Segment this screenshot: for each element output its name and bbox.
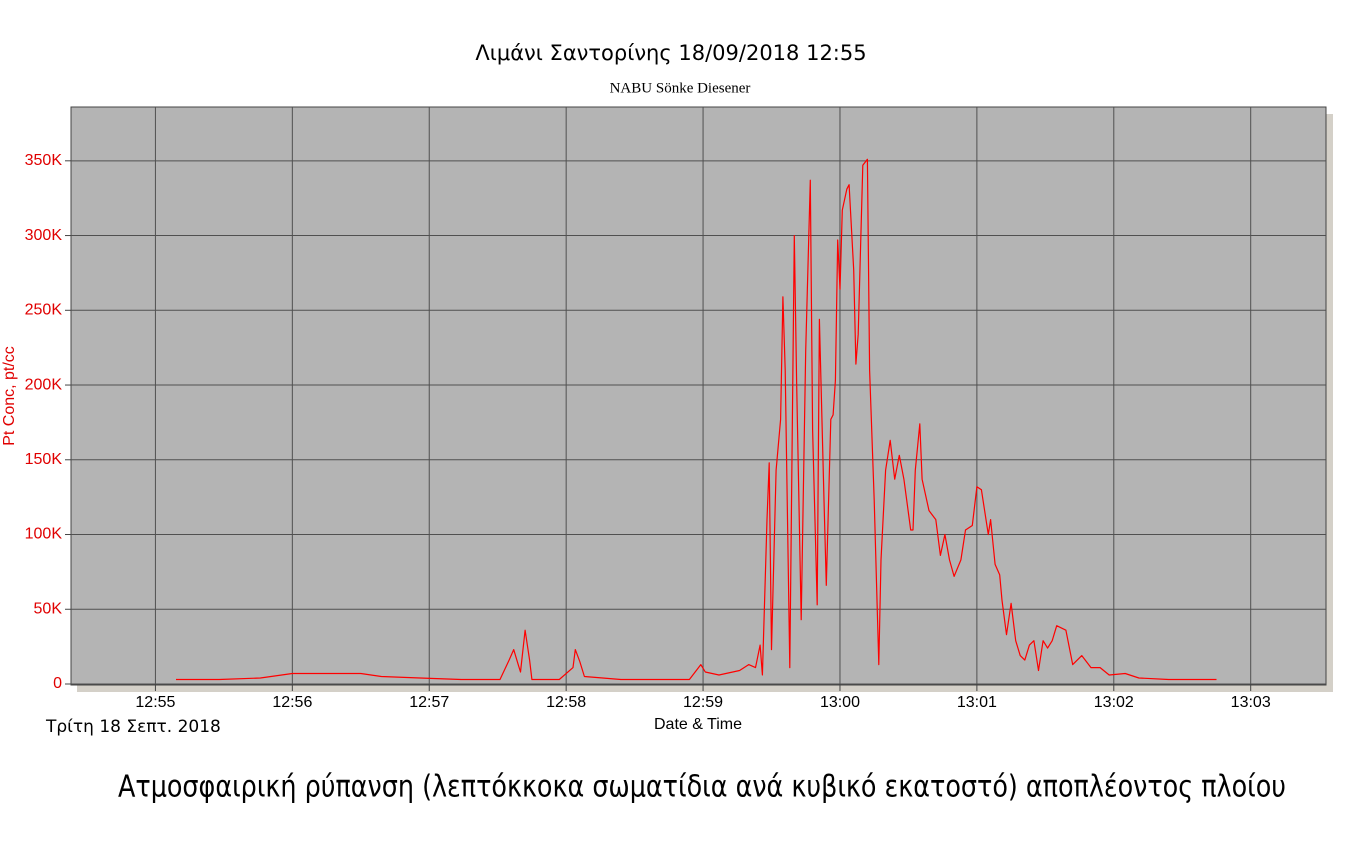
x-tick-label: 12:55	[135, 694, 175, 711]
chart-subtitle: NABU Sönke Diesener	[610, 80, 751, 96]
y-tick-label: 250K	[25, 302, 63, 319]
date-label: Τρίτη 18 Σεπτ. 2018	[45, 717, 221, 737]
y-tick-label: 300K	[25, 227, 63, 244]
grid: 0 50K 100K 150K 200K 250K 300K 350K 12:55 12:56 12…	[25, 107, 1326, 711]
y-axis-label: Pt Conc, pt/cc	[1, 346, 18, 446]
x-tick-label: 12:57	[409, 694, 449, 711]
x-tick-label: 12:59	[683, 694, 723, 711]
x-tick-label: 12:56	[272, 694, 312, 711]
y-tick-label: 150K	[25, 451, 63, 468]
x-tick-label: 13:03	[1231, 694, 1271, 711]
x-tick-label: 12:58	[546, 694, 586, 711]
chart-title: Λιμάνι Σαντορίνης 18/09/2018 12:55	[475, 41, 866, 65]
marks	[176, 158, 1217, 681]
x-tick-label: 13:00	[820, 694, 860, 711]
y-tick-label: 50K	[34, 600, 63, 617]
x-tick-label: 13:02	[1094, 694, 1134, 711]
caption: Ατμοσφαιρική ρύπανση (λεπτόκκοκα σωματίδ…	[118, 770, 1286, 805]
y-tick-label: 100K	[25, 526, 63, 543]
y-tick-label: 0	[53, 675, 62, 692]
plot-area	[70, 106, 1327, 686]
y-tick-label: 350K	[25, 152, 63, 169]
x-tick-label: 13:01	[957, 694, 997, 711]
data-line	[176, 158, 1217, 681]
y-tick-label: 200K	[25, 376, 63, 393]
x-axis-label: Date & Time	[654, 716, 742, 733]
